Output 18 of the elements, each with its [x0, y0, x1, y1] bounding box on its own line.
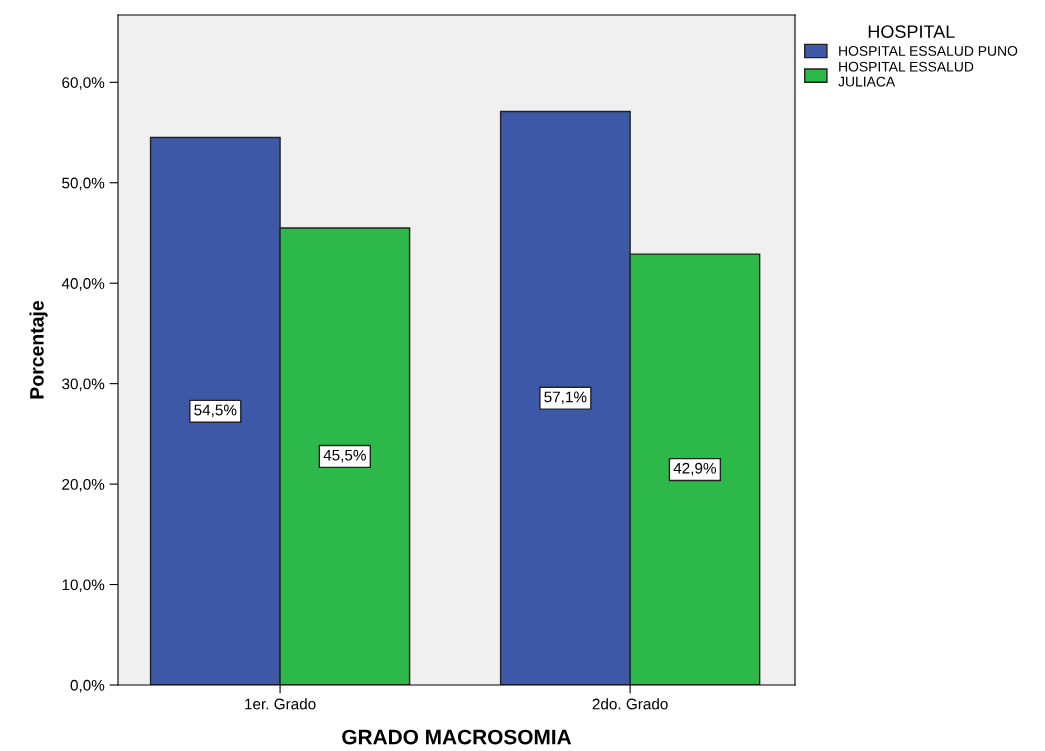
data-label: 42,9% [673, 462, 716, 476]
y-tick-label: 40,0% [61, 278, 105, 291]
legend-label: HOSPITAL ESSALUD PUNO [839, 46, 1018, 56]
y-tick-label: 60,0% [62, 77, 105, 90]
y-tick-label: 30,0% [62, 378, 105, 392]
data-label: 57,1% [544, 391, 587, 405]
y-tick-label: 20,0% [62, 478, 105, 492]
x-tick-label: 1er. Grado [245, 698, 316, 710]
y-axis-title: Porcentaje [29, 300, 48, 399]
data-label: 54,5% [194, 404, 237, 418]
data-label: 45,5% [323, 449, 366, 463]
legend-title: HOSPITAL [868, 25, 955, 38]
y-tick-label: 0,0% [70, 679, 105, 693]
x-axis-title: GRADO MACROSOMIA [342, 729, 572, 745]
y-tick-label: 50,0% [62, 177, 105, 191]
y-tick-label: 10,0% [62, 579, 105, 593]
legend-label: HOSPITAL ESSALUD JULIACA [838, 61, 974, 87]
x-tick-label: 2do. Grado [592, 698, 668, 710]
